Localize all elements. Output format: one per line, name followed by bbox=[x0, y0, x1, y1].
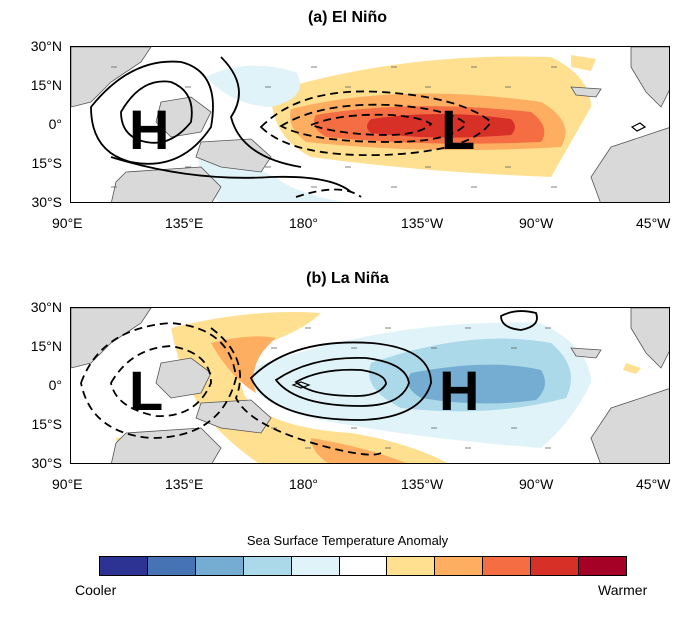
panel-b-title: (b) La Niña bbox=[306, 270, 389, 287]
lat-tick-eq-b: 0° bbox=[48, 377, 62, 393]
lat-tick-30n-a: 30°N bbox=[30, 38, 62, 54]
colorbar-cell bbox=[243, 557, 292, 575]
lon-tick-45w-b: 45°W bbox=[636, 476, 671, 492]
lat-tick-15s-b: 15°S bbox=[31, 416, 62, 432]
colorbar-cell bbox=[291, 557, 340, 575]
lon-tick-90w-a: 90°W bbox=[519, 215, 554, 231]
lon-tick-135w-b: 135°W bbox=[401, 476, 444, 492]
map-el-nino: H L bbox=[70, 46, 670, 203]
lat-tick-30n-b: 30°N bbox=[30, 299, 62, 315]
la-nina-low-marker: L bbox=[129, 359, 163, 422]
lat-tick-30s-b: 30°S bbox=[31, 455, 62, 471]
lon-tick-45w-a: 45°W bbox=[636, 215, 671, 231]
el-nino-high-marker: H bbox=[129, 98, 169, 161]
lon-tick-180-a: 180° bbox=[289, 215, 318, 231]
lon-tick-90w-b: 90°W bbox=[519, 476, 554, 492]
lat-tick-15n-b: 15°N bbox=[30, 338, 62, 354]
lat-tick-30s-a: 30°S bbox=[31, 194, 62, 210]
sst-anomaly-warm bbox=[271, 55, 596, 177]
land-masses bbox=[71, 47, 669, 202]
lat-tick-15n-a: 15°N bbox=[30, 77, 62, 93]
sst-anomaly-cool bbox=[249, 322, 591, 448]
colorbar-cell bbox=[579, 557, 626, 575]
map-la-nina: L H bbox=[70, 307, 670, 464]
colorbar bbox=[99, 556, 627, 576]
wind-arrows bbox=[271, 327, 551, 449]
lon-tick-135e-a: 135°E bbox=[165, 215, 204, 231]
lat-tick-eq-a: 0° bbox=[48, 116, 62, 132]
colorbar-cell bbox=[100, 557, 148, 575]
colorbar-cell bbox=[339, 557, 388, 575]
lon-tick-135e-b: 135°E bbox=[165, 476, 204, 492]
colorbar-cell bbox=[147, 557, 196, 575]
la-nina-high-marker: H bbox=[439, 359, 479, 422]
colorbar-warmer-label: Warmer bbox=[598, 582, 648, 598]
panel-a-title: (a) El Niño bbox=[307, 9, 388, 26]
lat-tick-15s-a: 15°S bbox=[31, 155, 62, 171]
pressure-contours bbox=[80, 310, 538, 456]
wind-arrows bbox=[111, 66, 557, 188]
colorbar-cell bbox=[531, 557, 580, 575]
colorbar-cell bbox=[195, 557, 244, 575]
lon-tick-180-b: 180° bbox=[289, 476, 318, 492]
colorbar-cell bbox=[483, 557, 532, 575]
colorbar-cooler-label: Cooler bbox=[75, 582, 117, 598]
colorbar-cell bbox=[435, 557, 484, 575]
lon-tick-135w-a: 135°W bbox=[401, 215, 444, 231]
lon-tick-90e-a: 90°E bbox=[52, 215, 83, 231]
pressure-contours bbox=[90, 56, 647, 198]
land-masses bbox=[71, 308, 669, 463]
colorbar-title: Sea Surface Temperature Anomaly bbox=[246, 533, 449, 548]
el-nino-low-marker: L bbox=[441, 98, 475, 161]
lon-tick-90e-b: 90°E bbox=[52, 476, 83, 492]
colorbar-cell bbox=[387, 557, 436, 575]
